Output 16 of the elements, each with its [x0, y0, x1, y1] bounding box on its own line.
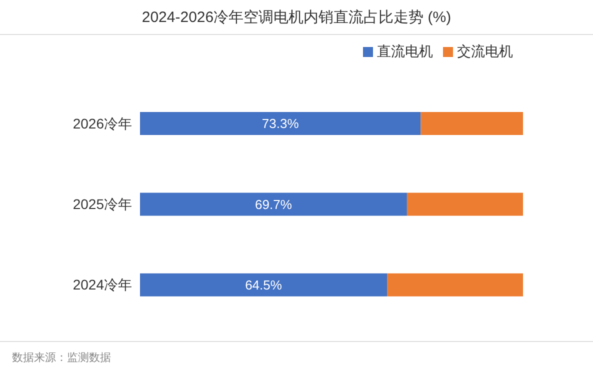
data-label: 69.7% — [255, 196, 292, 212]
y-tick-label: 2026冷年 — [72, 115, 132, 132]
bar — [420, 112, 523, 136]
bar — [140, 112, 421, 136]
chart-title: 2024-2026冷年空调电机内销直流占比走势 (%) — [140, 8, 452, 28]
legend-label: 直流电机 — [377, 43, 433, 59]
y-tick-label: 2024冷年 — [72, 276, 132, 293]
bar — [140, 192, 407, 216]
bar — [406, 192, 523, 216]
bar — [387, 273, 523, 296]
legend-label: 交流电机 — [457, 43, 513, 59]
data-label: 73.3% — [262, 116, 300, 132]
bar — [140, 273, 388, 296]
y-tick-label: 2025冷年 — [72, 196, 132, 212]
data-label: 64.5% — [245, 277, 282, 292]
source-note: 数据来源：监测数据 — [11, 351, 112, 365]
